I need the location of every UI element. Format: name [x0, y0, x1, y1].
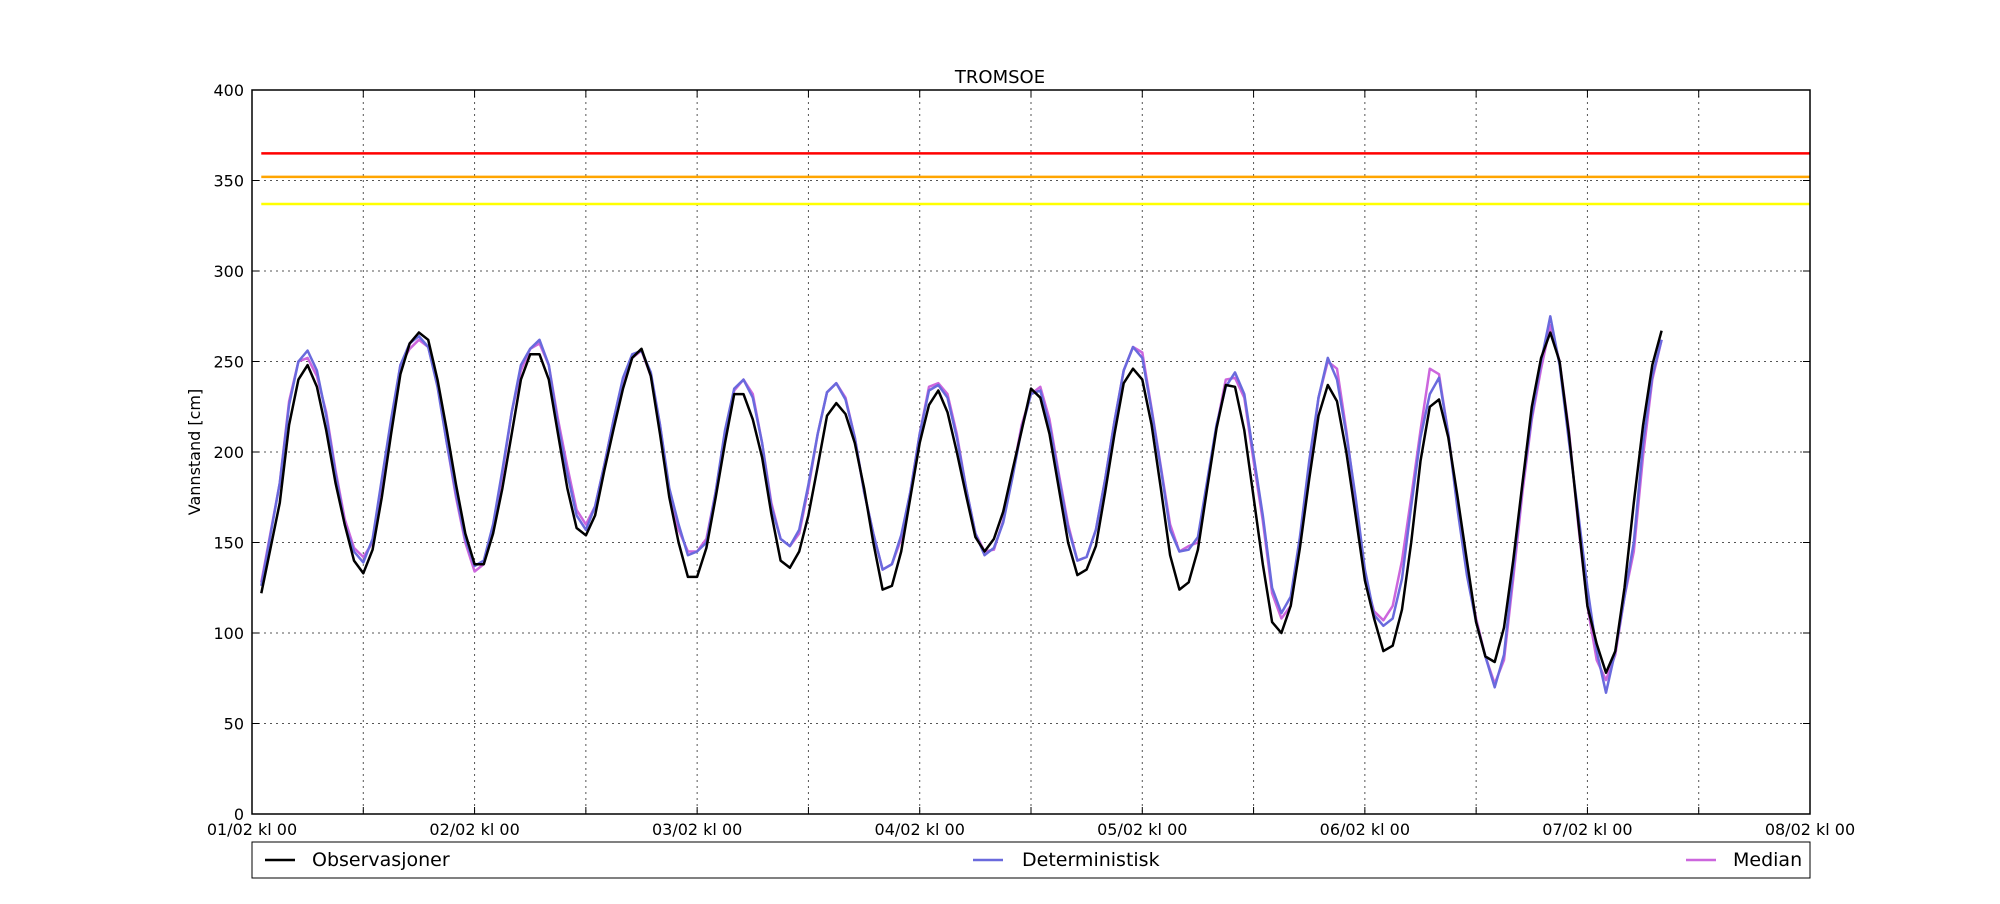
y-tick-label: 350 [213, 172, 244, 191]
legend-label: Deterministisk [1022, 849, 1160, 871]
y-tick-label: 150 [213, 534, 244, 553]
threshold-lines [261, 152, 1810, 206]
x-tick-label: 04/02 kl 00 [875, 820, 965, 839]
chart-title: TROMSOE [954, 67, 1045, 88]
legend-label: Observasjoner [312, 849, 450, 871]
grid-lines [252, 90, 1810, 814]
axis-ticks: 0 50 100 150 200 250 300 350 400 01/02 kl 00 02/02… [207, 81, 1855, 839]
data-series [260, 315, 1663, 694]
y-tick-label: 400 [213, 81, 244, 100]
x-tick-label: 03/02 kl 00 [652, 820, 742, 839]
x-tick-label: 08/02 kl 00 [1765, 820, 1855, 839]
y-tick-label: 0 [234, 805, 244, 824]
legend-label: Median [1733, 849, 1802, 871]
y-tick-label: 50 [224, 715, 244, 734]
legend-frame [251, 841, 1811, 879]
y-tick-label: 250 [213, 353, 244, 372]
series-line-deterministisk [260, 315, 1663, 694]
x-tick-label: 01/02 kl 00 [207, 820, 297, 839]
x-tick-label: 05/02 kl 00 [1097, 820, 1187, 839]
y-tick-label: 300 [213, 262, 244, 281]
series-line-observasjoner [260, 330, 1663, 675]
y-tick-label: 200 [213, 443, 244, 462]
y-axis-label: Vannstand [cm] [185, 389, 204, 515]
series-line-median [260, 324, 1663, 685]
x-tick-label: 07/02 kl 00 [1542, 820, 1632, 839]
x-tick-label: 02/02 kl 00 [429, 820, 519, 839]
legend: Observasjoner Deterministisk Median [251, 841, 1811, 879]
x-tick-label: 06/02 kl 00 [1320, 820, 1410, 839]
y-tick-label: 100 [213, 624, 244, 643]
